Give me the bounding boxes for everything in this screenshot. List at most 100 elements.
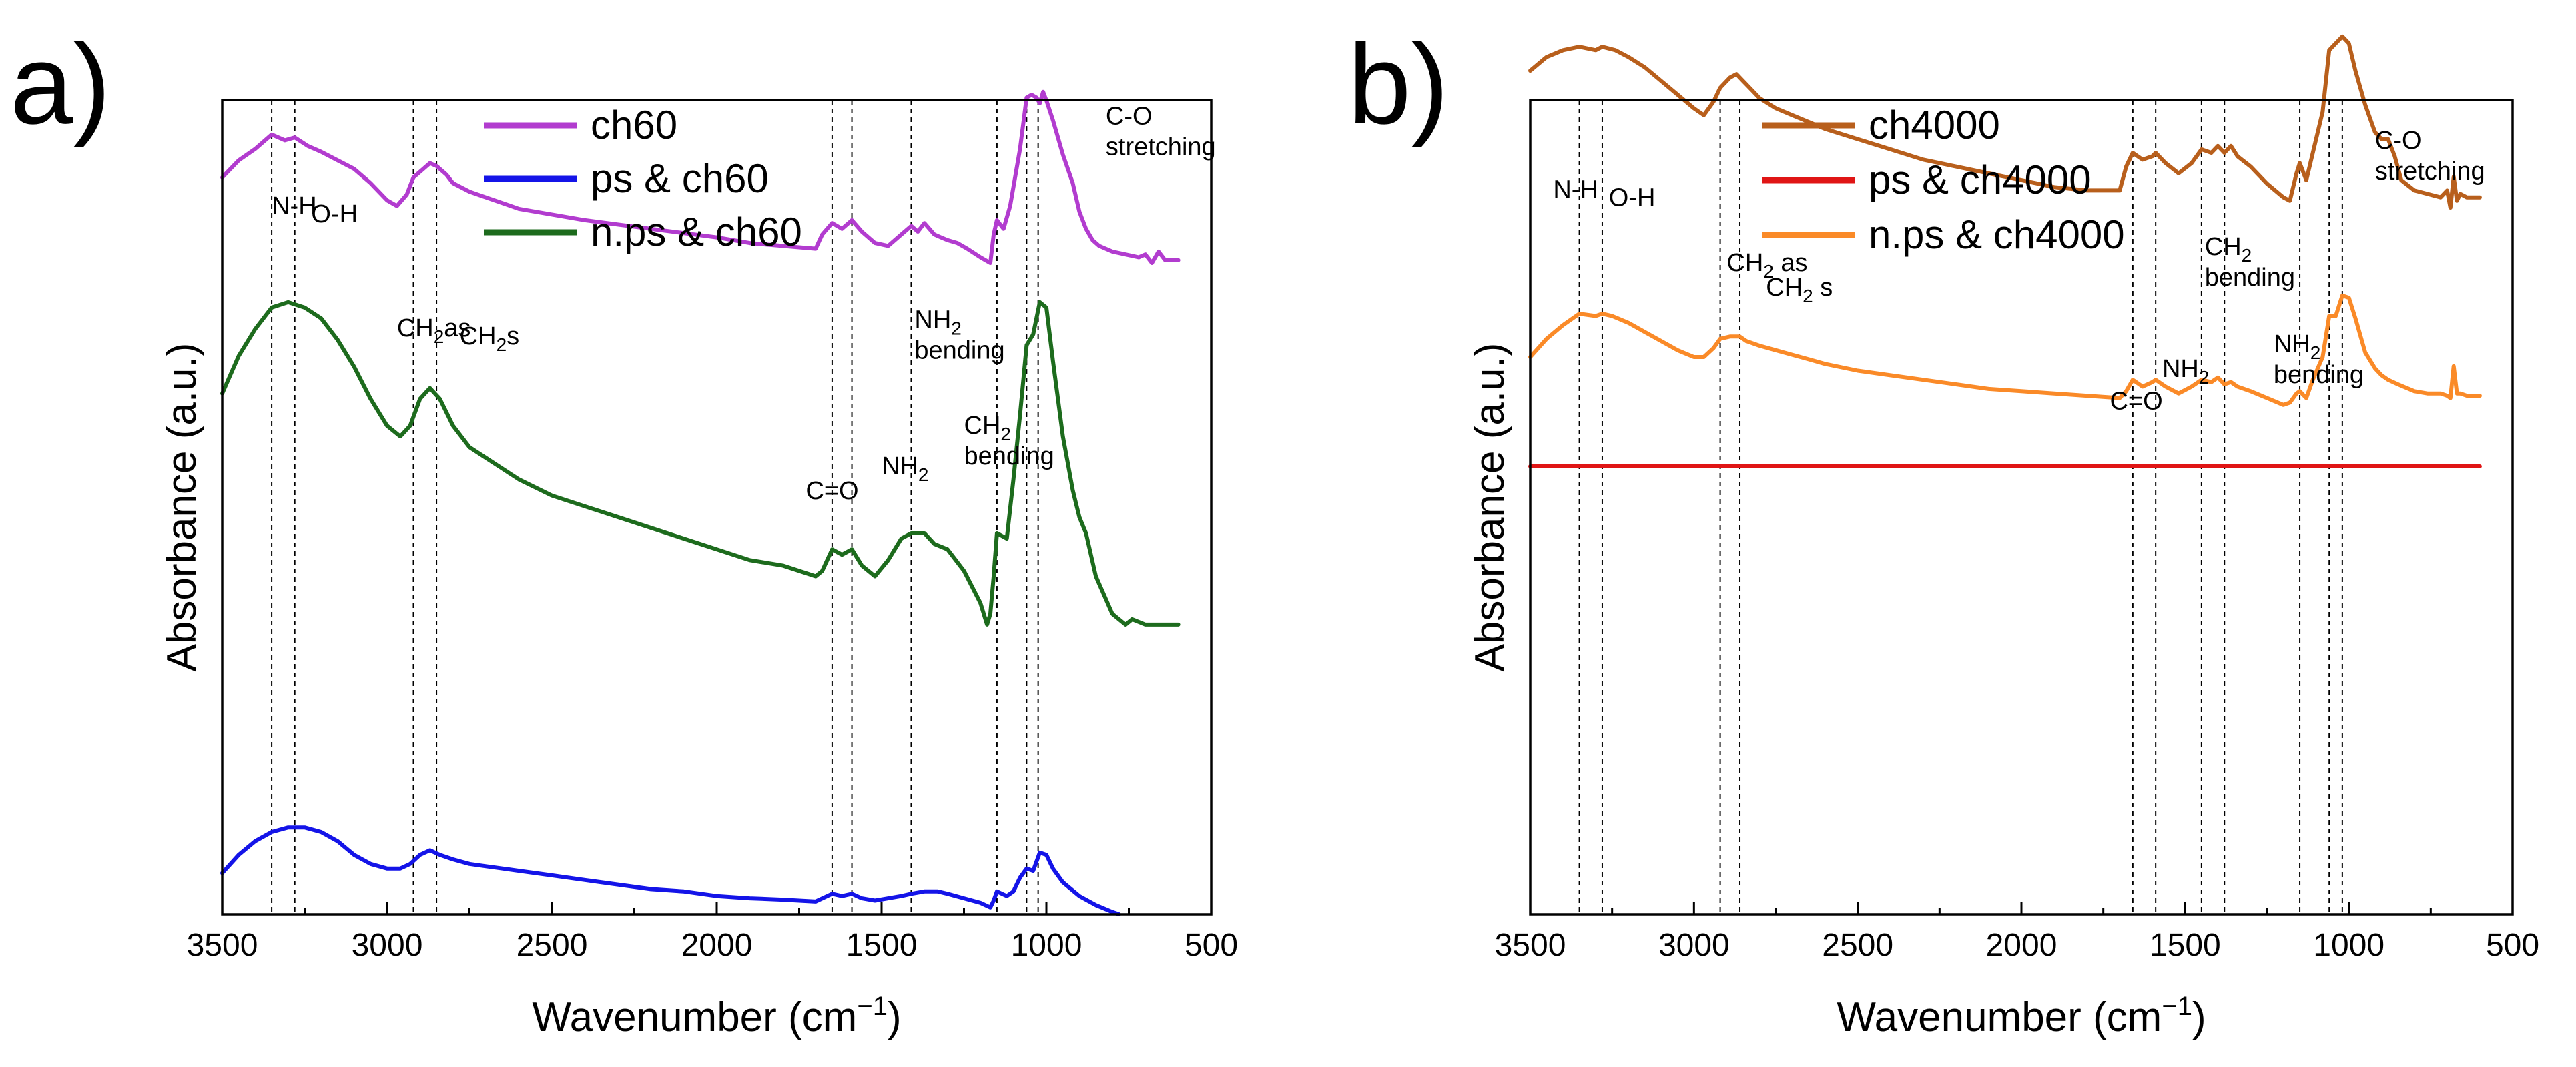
annotation-text: 2: [1763, 261, 1774, 282]
annotation-label: stretching: [2375, 157, 2485, 186]
annotation-text: as: [444, 314, 470, 342]
annotation-label: C=O: [2110, 388, 2162, 416]
annotation-label: stretching: [1106, 133, 1216, 161]
x-tick-label: 1000: [1011, 928, 1082, 963]
annotation-text: NH: [914, 306, 951, 334]
annotation-text: s: [1813, 274, 1833, 302]
annotation-label: CH2as: [397, 314, 471, 347]
chart-panel-b: b) ch4000 ps & ch4000 n.ps & ch4000 N-H O-H CH…: [1348, 21, 2539, 1040]
legend-entry: n.ps & ch60: [591, 210, 802, 254]
series-line-n-ps-ch60: [220, 300, 1181, 627]
annotation-text: C=O: [2110, 388, 2162, 416]
annotation-text: N-H: [1553, 175, 1598, 204]
x-tick-label: 500: [2486, 928, 2539, 963]
annotation-text: CH: [2205, 233, 2242, 261]
annotation-label: NH2: [914, 306, 961, 339]
x-tick-label: 500: [1185, 928, 1238, 963]
annotation-text: bending: [914, 337, 1004, 365]
series-line-ps-ch60: [220, 825, 1121, 916]
annotation-label: bending: [964, 442, 1054, 470]
x-tick-label: 3500: [187, 928, 258, 963]
annotation-label: CH2 s: [1766, 274, 1833, 306]
annotation-text: 2: [434, 326, 444, 347]
x-tick-label: 2500: [1822, 928, 1893, 963]
annotation-text: NH: [882, 452, 918, 480]
annotation-text: s: [507, 322, 519, 350]
x-axis-title-close: ): [2192, 994, 2206, 1040]
annotation-label: CH2 as: [1726, 249, 1807, 282]
annotation-label: C-O: [1106, 103, 1153, 131]
annotation-label: bending: [2205, 264, 2295, 292]
x-axis-title: Wavenumber (cm−1): [532, 992, 901, 1040]
annotation-label: N-H: [272, 192, 317, 220]
series-line-ch60: [220, 89, 1181, 265]
annotation-label: CH2s: [460, 322, 519, 355]
series-line-n-ps-ch4000: [1528, 293, 2482, 407]
x-axis-title-superscript: −1: [2162, 992, 2192, 1021]
x-tick-label: 3500: [1495, 928, 1566, 963]
annotation-label: C=O: [806, 477, 858, 505]
annotation-text: as: [1774, 249, 1808, 277]
annotation-text: C-O: [2375, 127, 2422, 155]
annotation-label: NH2: [882, 452, 928, 485]
x-axis-title-main: Wavenumber (cm: [1837, 994, 2162, 1040]
annotation-label: O-H: [311, 200, 358, 228]
annotation-label: NH2: [2162, 355, 2209, 388]
annotation-text: CH: [1766, 274, 1803, 302]
series-line-ch4000: [1528, 34, 2482, 210]
x-tick-label: 3000: [1658, 928, 1730, 963]
x-axis-title-close: ): [888, 994, 902, 1040]
annotation-text: bending: [964, 442, 1054, 470]
x-tick-label: 2000: [681, 928, 753, 963]
x-axis-title-main: Wavenumber (cm: [532, 994, 857, 1040]
annotation-label: N-H: [1553, 175, 1598, 204]
panel-label: b): [1348, 21, 1449, 148]
annotation-text: CH: [460, 322, 497, 350]
annotation-text: O-H: [1609, 184, 1656, 212]
annotation-text: 2: [2199, 367, 2210, 388]
annotation-label: NH2: [2274, 330, 2320, 363]
y-axis-title: Absorbance (a.u.): [159, 343, 205, 672]
x-tick-label: 1500: [846, 928, 918, 963]
legend-entry: ps & ch4000: [1869, 157, 2091, 202]
annotation-text: CH: [964, 412, 1001, 440]
x-axis-title: Wavenumber (cm−1): [1837, 992, 2206, 1040]
annotation-label: CH2: [964, 412, 1011, 444]
legend-entry: ch4000: [1869, 103, 2000, 147]
annotation-text: C-O: [1106, 103, 1153, 131]
annotation-label: CH2: [2205, 233, 2252, 266]
annotation-text: 2: [2242, 245, 2252, 266]
x-tick-label: 3000: [352, 928, 423, 963]
annotation-text: N-H: [272, 192, 317, 220]
annotation-label: C-O: [2375, 127, 2422, 155]
annotation-text: bending: [2205, 264, 2295, 292]
annotation-text: stretching: [2375, 157, 2485, 186]
annotation-text: stretching: [1106, 133, 1216, 161]
x-tick-label: 2500: [517, 928, 588, 963]
annotation-text: 2: [951, 318, 962, 339]
annotation-text: bending: [2274, 361, 2364, 389]
annotation-text: C=O: [806, 477, 858, 505]
annotation-text: NH: [2162, 355, 2199, 383]
annotation-label: bending: [914, 337, 1004, 365]
annotation-text: 2: [497, 334, 507, 355]
annotation-text: CH: [1726, 249, 1763, 277]
panel-label: a): [10, 21, 111, 148]
y-axis-title: Absorbance (a.u.): [1467, 343, 1513, 672]
annotation-text: O-H: [311, 200, 358, 228]
annotation-label: bending: [2274, 361, 2364, 389]
legend-entry: n.ps & ch4000: [1869, 212, 2125, 257]
annotation-text: 2: [918, 464, 929, 485]
x-axis-title-superscript: −1: [857, 992, 888, 1021]
annotation-text: 2: [1000, 424, 1011, 444]
x-tick-label: 1500: [2150, 928, 2221, 963]
annotation-label: O-H: [1609, 184, 1656, 212]
annotation-text: CH: [397, 314, 434, 342]
x-tick-label: 1000: [2313, 928, 2384, 963]
legend-entry: ch60: [591, 103, 677, 147]
x-tick-label: 2000: [1986, 928, 2057, 963]
annotation-text: 2: [1803, 286, 1813, 306]
legend-entry: ps & ch60: [591, 156, 769, 201]
